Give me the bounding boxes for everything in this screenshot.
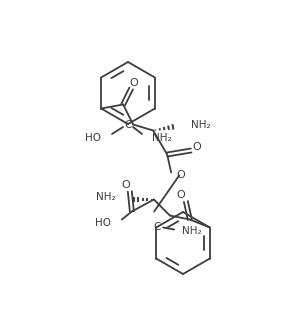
Text: C: C xyxy=(154,222,161,232)
Text: O: O xyxy=(193,141,202,152)
Text: HO: HO xyxy=(95,219,111,228)
Text: O: O xyxy=(130,77,139,88)
Text: O: O xyxy=(122,180,130,190)
Text: O: O xyxy=(176,190,185,199)
Text: O: O xyxy=(177,169,185,180)
Text: HO: HO xyxy=(85,133,101,143)
Text: NH₂: NH₂ xyxy=(96,192,116,203)
Text: C: C xyxy=(124,120,132,130)
Text: NH₂: NH₂ xyxy=(152,133,172,143)
Text: NH₂: NH₂ xyxy=(182,226,202,236)
Text: NH₂: NH₂ xyxy=(191,119,211,129)
